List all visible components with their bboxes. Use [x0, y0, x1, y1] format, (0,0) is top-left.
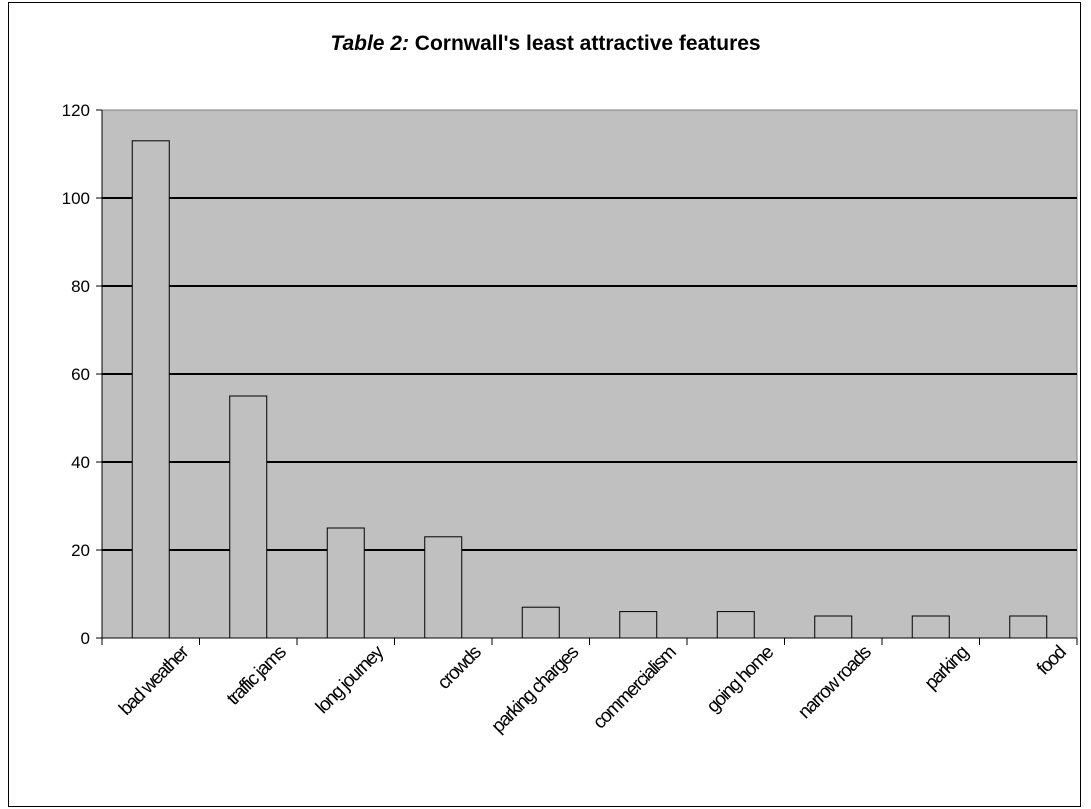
x-tick-label: crowds [434, 642, 486, 694]
y-tick-label: 80 [71, 277, 90, 296]
bar [911, 615, 950, 639]
y-tick-label: 40 [71, 453, 90, 472]
bar [229, 395, 268, 639]
x-tick-label: traffic jams [223, 642, 291, 710]
x-tick-label: long journey [312, 641, 389, 718]
chart-title: Table 2: Cornwall's least attractive fea… [0, 32, 1091, 56]
y-tick-label: 0 [81, 629, 90, 648]
chart-title-rest: Cornwall's least attractive features [408, 32, 761, 55]
chart-title-lead: Table 2: [330, 32, 409, 55]
x-tick-label: parking charges [488, 642, 583, 737]
bar [619, 611, 658, 639]
x-tick-label: going home [703, 642, 778, 717]
bar [131, 140, 170, 639]
x-tick-label: food [1033, 642, 1070, 679]
bar [326, 527, 365, 639]
y-tick-label: 120 [62, 101, 90, 120]
y-tick-label: 100 [62, 189, 90, 208]
bar [1009, 615, 1048, 639]
bar [716, 611, 755, 639]
y-tick-label: 20 [71, 541, 90, 560]
bar [424, 536, 463, 639]
x-tick-label: narrow roads [794, 642, 875, 723]
bar [521, 606, 560, 639]
x-tick-label: parking [921, 642, 973, 694]
bar [814, 615, 853, 639]
x-tick-label: bad weather [115, 641, 194, 720]
y-tick-label: 60 [71, 365, 90, 384]
x-tick-label: commercialism [589, 642, 680, 733]
